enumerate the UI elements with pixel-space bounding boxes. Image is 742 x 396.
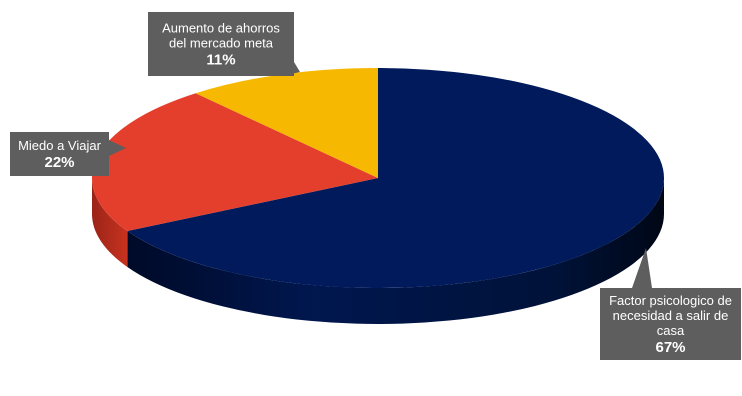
pie-slice-factor-psicologico — [127, 68, 665, 288]
pie-slices — [92, 68, 665, 288]
callout-label: Miedo a Viajar — [18, 138, 102, 153]
callout-label: necesidad a salir de — [613, 308, 729, 323]
pie-side-factor-psicologico — [127, 178, 665, 324]
pie-slice-miedo-a-viajar — [92, 93, 379, 231]
callout-box — [10, 132, 109, 176]
callout-label: casa — [657, 323, 685, 338]
callout-label: del mercado meta — [169, 36, 274, 51]
pie-sides — [92, 178, 665, 324]
callout-box — [600, 288, 741, 360]
callout-label: Aumento de ahorros — [162, 21, 280, 36]
callout-pointer — [282, 62, 300, 76]
pie-slice-aumento-de-ahorros — [195, 68, 378, 178]
callout-value: 11% — [206, 52, 235, 69]
callout-box — [148, 12, 294, 76]
callout-value: 67% — [655, 339, 685, 356]
callout-label: Factor psicologico de — [609, 293, 732, 308]
callout-value: 22% — [44, 154, 74, 171]
pie-side-miedo-a-viajar — [92, 178, 128, 267]
callout-pointer — [109, 140, 126, 156]
callout-pointer — [632, 248, 652, 288]
